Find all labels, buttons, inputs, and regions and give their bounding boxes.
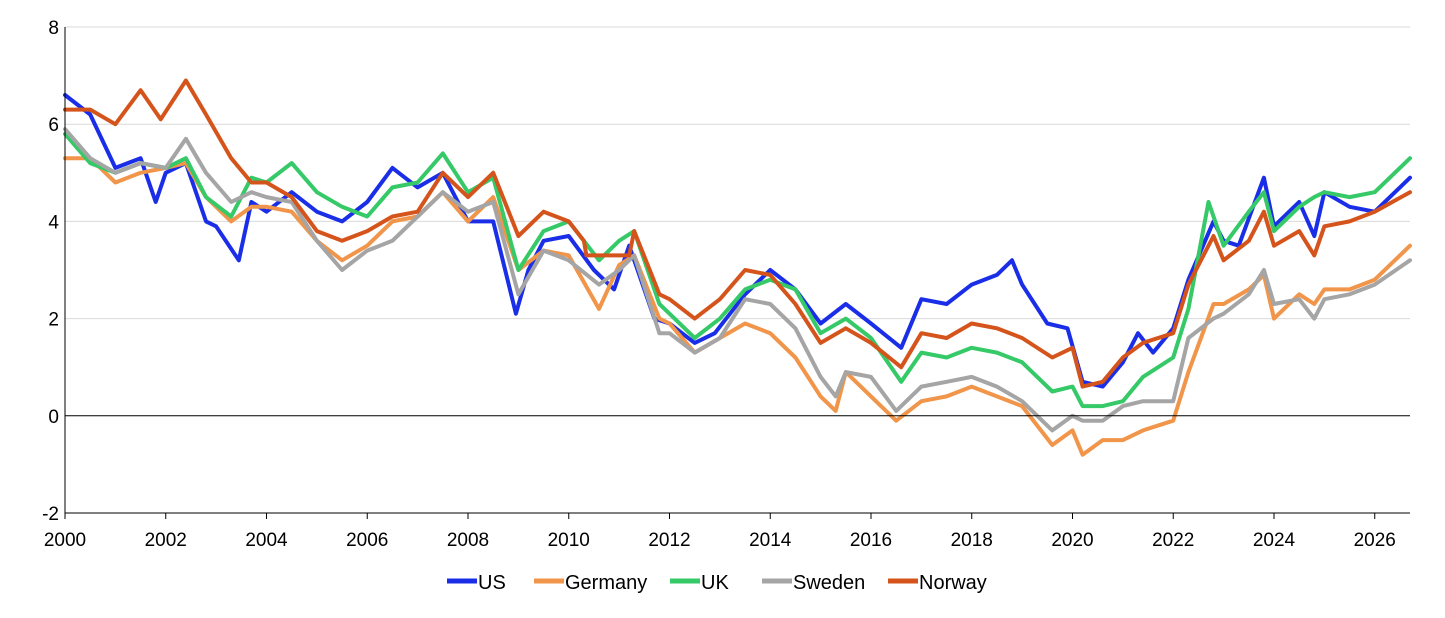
x-tick-label: 2014 (749, 530, 792, 551)
x-tick-label: 2026 (1354, 530, 1396, 551)
legend-item-germany: Germany (534, 572, 647, 594)
y-tick-label: -2 (42, 504, 59, 525)
legend-label: Norway (919, 572, 987, 594)
y-tick-label: 4 (48, 212, 59, 233)
x-tick-label: 2008 (447, 530, 489, 551)
legend-label: Germany (565, 572, 647, 594)
x-tick-label: 2000 (44, 530, 86, 551)
x-axis-tick-labels: 2000 2002 2004 2006 2008 2010 2012 2014 2016 2018… (44, 513, 1396, 551)
legend-item-uk: UK (670, 572, 729, 594)
series-line-sweden (63, 127, 1412, 433)
x-tick-label: 2010 (548, 530, 590, 551)
x-tick-label: 2012 (648, 530, 690, 551)
y-tick-label: 0 (48, 407, 59, 428)
x-tick-label: 2016 (850, 530, 892, 551)
legend-label: US (478, 572, 506, 594)
legend: US Germany UK Sweden Norway (447, 572, 987, 594)
series-lines (63, 78, 1412, 457)
x-tick-label: 2002 (145, 530, 187, 551)
series-line-uk (63, 131, 1412, 409)
legend-item-sweden: Sweden (762, 572, 865, 594)
y-axis-tick-labels: -2 0 2 4 6 8 (42, 18, 59, 525)
x-tick-label: 2004 (245, 530, 288, 551)
series-line-us (63, 93, 1412, 389)
legend-label: UK (701, 572, 729, 594)
gridlines (65, 26, 1410, 514)
series-line-norway (63, 78, 1412, 389)
y-tick-label: 2 (48, 310, 59, 331)
legend-item-norway: Norway (888, 572, 987, 594)
x-tick-label: 2018 (951, 530, 993, 551)
axes (64, 27, 1410, 514)
x-tick-label: 2024 (1253, 530, 1296, 551)
legend-label: Sweden (793, 572, 865, 594)
x-tick-label: 2022 (1152, 530, 1194, 551)
x-tick-label: 2020 (1051, 530, 1093, 551)
legend-item-us: US (447, 572, 506, 594)
x-tick-label: 2006 (346, 530, 388, 551)
y-tick-label: 8 (48, 18, 59, 39)
y-tick-label: 6 (48, 115, 59, 136)
series-line-germany (63, 156, 1412, 457)
